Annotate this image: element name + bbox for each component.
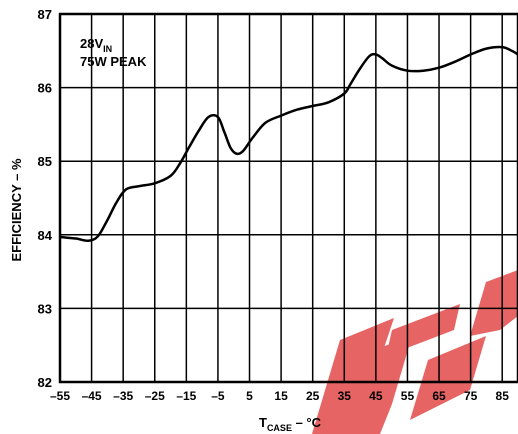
annotation-voltage: 28VIN — [80, 36, 112, 54]
x-tick-label: 45 — [369, 389, 383, 403]
x-tick-label: 85 — [496, 389, 510, 403]
x-tick-label: 15 — [274, 389, 288, 403]
x-tick-label: 75 — [464, 389, 478, 403]
x-tick-label: 55 — [401, 389, 415, 403]
x-tick-label: –25 — [145, 389, 165, 403]
y-tick-label: 87 — [38, 7, 52, 22]
watermark — [312, 270, 518, 434]
x-tick-label: 5 — [246, 389, 253, 403]
x-tick-label: –55 — [50, 389, 70, 403]
x-tick-label: 25 — [306, 389, 320, 403]
x-tick-label: –5 — [211, 389, 225, 403]
plot-frame — [58, 12, 518, 384]
x-tick-label: –35 — [113, 389, 133, 403]
y-tick-label: 85 — [38, 154, 52, 169]
x-tick-label: –45 — [82, 389, 102, 403]
x-tick-label: –15 — [176, 389, 196, 403]
y-axis-label: EFFICIENCY – % — [9, 158, 24, 262]
y-tick-label: 84 — [38, 228, 53, 243]
x-tick-label: 65 — [432, 389, 446, 403]
y-tick-label: 83 — [38, 301, 52, 316]
x-axis-label: TCASE – °C — [259, 415, 322, 433]
x-tick-label: 35 — [338, 389, 352, 403]
y-tick-label: 86 — [38, 81, 52, 96]
efficiency-curve — [59, 45, 518, 242]
grid — [58, 12, 518, 384]
annotation-power: 75W PEAK — [80, 54, 147, 69]
y-tick-label: 82 — [38, 375, 52, 390]
plot-area — [59, 45, 518, 242]
